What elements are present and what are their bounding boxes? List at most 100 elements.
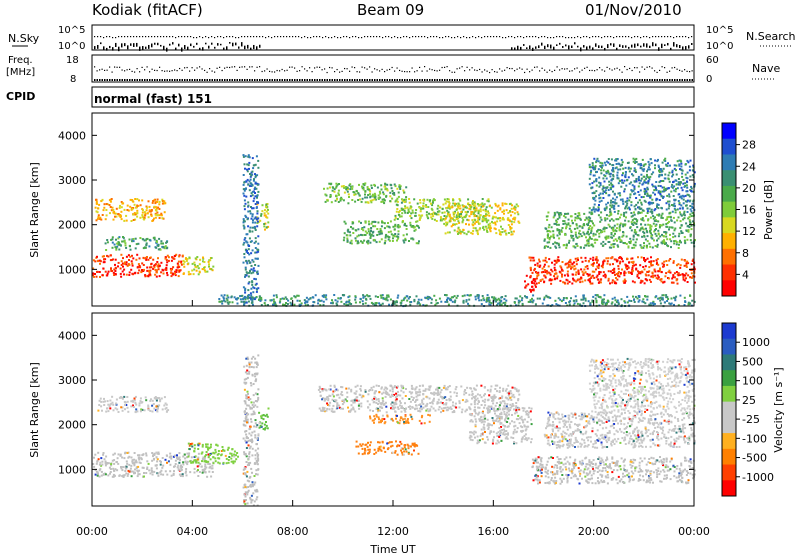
velocity-colorbar: 1000 500 100 25 -25 -100 -500 -1000	[721, 322, 774, 497]
x-tick-label: 00:00	[76, 525, 108, 538]
time-xlabel: Time UT	[369, 543, 415, 554]
freq-nave-panel: Freq. [MHz] 18 8 60 0 Nave	[6, 54, 780, 85]
colorbar-tick-label: 4	[742, 268, 749, 281]
power-echo-region	[242, 154, 260, 307]
y-tick-label: 3000	[58, 174, 86, 187]
power-y-axis: 1000 2000 3000 4000	[58, 129, 694, 276]
colorbar-tick-label: -25	[742, 413, 760, 426]
noise-tick-low-right: 10^0	[706, 41, 733, 52]
colorbar-tick-label: 25	[742, 394, 756, 407]
power-echo-region	[218, 294, 696, 308]
colorbar-tick-label: -1000	[742, 471, 774, 484]
colorbar-tick-label: 8	[742, 247, 749, 260]
velocity-echo-region	[531, 456, 696, 485]
noise-tick-high-right: 10^5	[706, 25, 733, 36]
power-echo-region	[182, 256, 215, 276]
colorbar-tick-label: 500	[742, 355, 763, 368]
cpid-panel: CPID normal (fast) 151	[6, 86, 695, 108]
beam-title: Beam 09	[357, 1, 424, 19]
colorbar-swatch	[722, 138, 736, 155]
freq-tick-low: 8	[70, 74, 76, 85]
colorbar-tick-label: 12	[742, 225, 756, 238]
colorbar-tick-label: -100	[742, 432, 767, 445]
velocity-echo-region	[317, 384, 521, 414]
colorbar-swatch	[722, 123, 736, 140]
colorbar-swatch	[722, 464, 736, 481]
power-echo-region	[323, 182, 408, 205]
velocity-panel: 1000 2000 3000 4000 Slant Range [km] 1000 50…	[28, 300, 785, 554]
velocity-echo-region	[258, 407, 270, 431]
noise-tick-low-left: 10^0	[58, 41, 85, 52]
nave-tick-low: 0	[706, 74, 712, 85]
power-echo-region	[528, 256, 696, 285]
x-tick-label: 16:00	[477, 525, 509, 538]
velocity-echo-region	[468, 406, 533, 445]
freq-tick-high: 18	[66, 55, 79, 66]
colorbar-swatch	[722, 480, 736, 497]
colorbar-tick-label: -500	[742, 452, 767, 465]
power-panel: 1000 2000 3000 4000 Slant Range [km] 4 8 12 16…	[28, 112, 775, 308]
colorbar-swatch	[722, 201, 736, 218]
velocity-echo-region	[543, 411, 696, 449]
date-title: 01/Nov/2010	[585, 1, 682, 19]
x-tick-label: 20:00	[578, 525, 610, 538]
freq-unit-label: [MHz]	[6, 67, 35, 78]
velocity-echo-region	[242, 354, 260, 507]
power-colorbar-label: Power [dB]	[762, 180, 775, 240]
velocity-ylabel: Slant Range [km]	[28, 362, 41, 458]
power-echo-region	[104, 236, 169, 251]
velocity-echo-region	[187, 442, 239, 465]
velocity-colorbar-label: Velocity [m s⁻¹]	[772, 367, 785, 452]
colorbar-tick-label: 28	[742, 139, 756, 152]
power-colorbar: 4 8 12 16 20 24 28	[721, 122, 756, 297]
power-echo-region	[524, 274, 538, 293]
colorbar-tick-label: 20	[742, 182, 756, 195]
x-tick-label: 00:00	[678, 525, 710, 538]
power-echo-region	[443, 202, 521, 236]
y-tick-label: 2000	[58, 419, 86, 432]
noise-tick-high-left: 10^5	[58, 25, 85, 36]
noise-trace	[94, 36, 693, 52]
colorbar-swatch	[722, 338, 736, 355]
power-echo-region	[94, 198, 167, 222]
colorbar-swatch	[722, 170, 736, 187]
nsearch-label: N.Search	[746, 30, 796, 43]
velocity-echo-region	[369, 413, 431, 425]
nsky-label: N.Sky	[8, 32, 40, 45]
time-x-axis: 00:00 04:00 08:00 12:00 16:00 20:00 00:00	[76, 300, 710, 538]
colorbar-swatch	[722, 370, 736, 387]
x-tick-label: 12:00	[377, 525, 409, 538]
velocity-echo-region	[92, 451, 215, 478]
y-tick-label: 4000	[58, 329, 86, 342]
colorbar-swatch	[722, 417, 736, 434]
power-echo-region	[588, 157, 696, 214]
colorbar-tick-label: 24	[742, 160, 756, 173]
station-title: Kodiak (fitACF)	[92, 1, 203, 19]
colorbar-swatch	[722, 248, 736, 266]
velocity-echo-region	[355, 440, 420, 456]
velocity-echo-region	[588, 357, 696, 414]
colorbar-swatch	[722, 354, 736, 371]
colorbar-frame	[721, 322, 737, 497]
y-tick-label: 4000	[58, 129, 86, 142]
colorbar-swatch	[722, 401, 736, 418]
velocity-y-axis: 1000 2000 3000 4000	[58, 329, 694, 476]
colorbar-swatch	[722, 233, 736, 250]
noise-panel: N.Sky 10^5 10^0 10^5 10^0 N.Search	[8, 24, 796, 52]
freq-trace	[94, 66, 693, 81]
power-echo-region	[92, 253, 184, 278]
cpid-value: normal (fast) 151	[94, 92, 212, 106]
power-echo-region	[543, 211, 696, 249]
colorbar-swatch	[722, 154, 736, 171]
y-tick-label: 2000	[58, 219, 86, 232]
y-tick-label: 1000	[58, 263, 86, 276]
power-ylabel: Slant Range [km]	[28, 162, 41, 258]
y-tick-label: 3000	[58, 374, 86, 387]
x-tick-label: 04:00	[176, 525, 208, 538]
velocity-echo-region	[97, 395, 170, 414]
colorbar-swatch	[722, 264, 736, 281]
colorbar-swatch	[722, 280, 736, 297]
freq-label: Freq.	[8, 55, 33, 66]
cpid-label: CPID	[6, 90, 35, 103]
